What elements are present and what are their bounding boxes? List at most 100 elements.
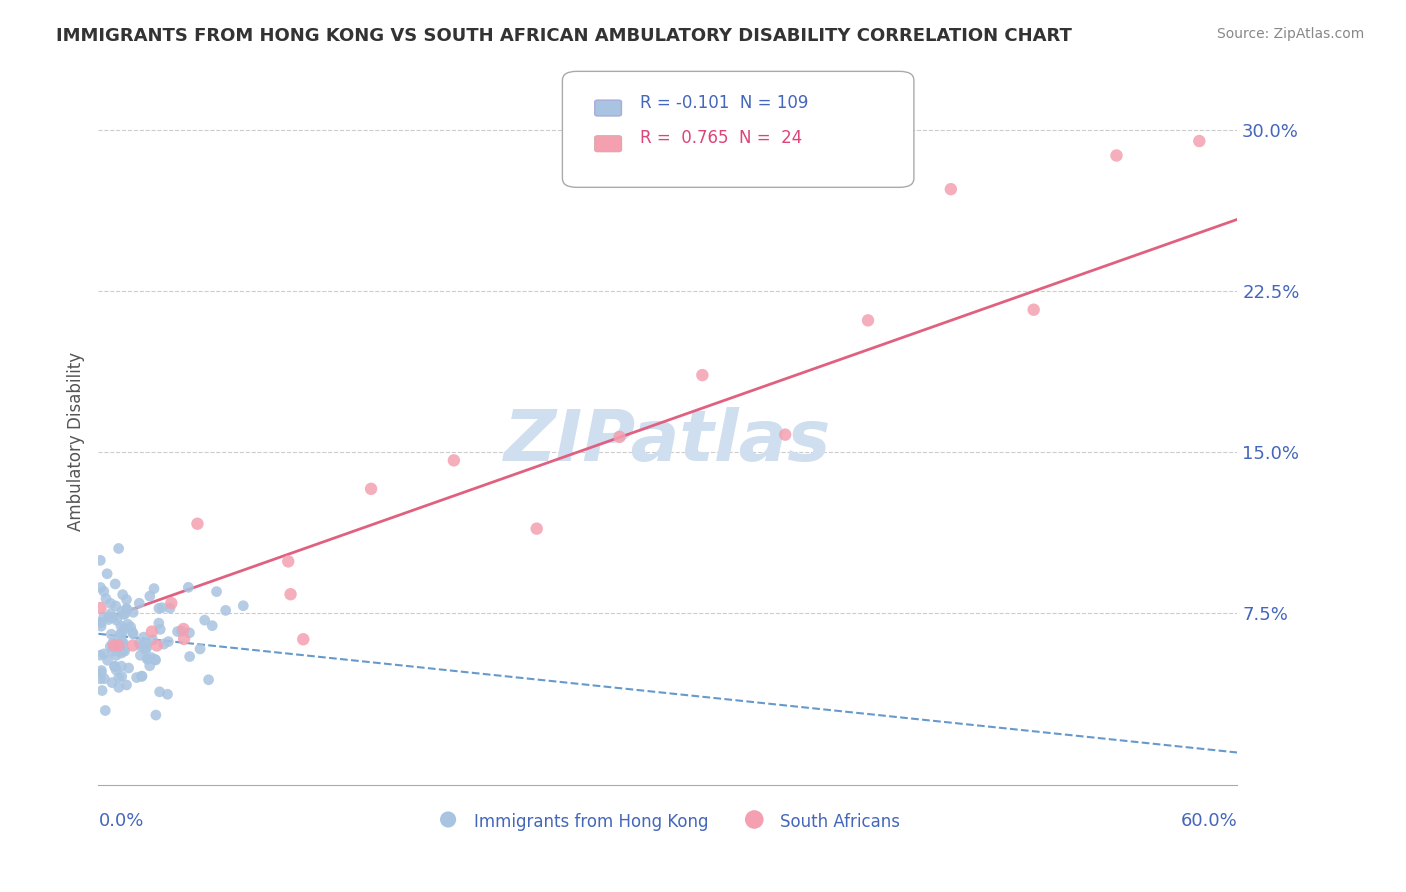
Point bbox=[96, 653, 118, 667]
Point bbox=[152, 637, 174, 651]
Point bbox=[150, 600, 173, 615]
Point bbox=[1105, 148, 1128, 162]
Point bbox=[90, 615, 112, 630]
Text: 60.0%: 60.0% bbox=[1181, 813, 1237, 830]
Point bbox=[179, 649, 201, 664]
Point bbox=[107, 681, 129, 695]
Point bbox=[93, 672, 115, 686]
Point bbox=[146, 639, 169, 653]
Point bbox=[93, 647, 115, 661]
Point bbox=[108, 643, 131, 657]
Point bbox=[232, 599, 254, 613]
Point bbox=[360, 482, 382, 496]
Point bbox=[128, 596, 150, 610]
Point bbox=[100, 597, 122, 611]
Point bbox=[111, 669, 134, 683]
Point bbox=[173, 632, 195, 646]
Text: IMMIGRANTS FROM HONG KONG VS SOUTH AFRICAN AMBULATORY DISABILITY CORRELATION CHA: IMMIGRANTS FROM HONG KONG VS SOUTH AFRIC… bbox=[56, 27, 1073, 45]
Text: 0.0%: 0.0% bbox=[98, 813, 143, 830]
Point bbox=[117, 617, 139, 632]
Y-axis label: Ambulatory Disability: Ambulatory Disability bbox=[66, 352, 84, 531]
Legend: Immigrants from Hong Kong, South Africans: Immigrants from Hong Kong, South African… bbox=[429, 805, 907, 838]
Point bbox=[214, 603, 236, 617]
Point bbox=[129, 648, 152, 663]
Point bbox=[131, 669, 153, 683]
Point bbox=[103, 639, 125, 653]
Point bbox=[114, 607, 136, 621]
Point bbox=[112, 636, 135, 650]
Point bbox=[97, 609, 120, 624]
Point bbox=[93, 610, 115, 624]
Point bbox=[194, 613, 217, 627]
Point bbox=[856, 313, 879, 327]
Point bbox=[115, 601, 138, 615]
Point bbox=[526, 522, 548, 536]
Point bbox=[205, 584, 228, 599]
Point bbox=[110, 659, 132, 673]
Point bbox=[93, 584, 115, 599]
Point bbox=[143, 582, 166, 596]
Text: ZIPatlas: ZIPatlas bbox=[505, 407, 831, 476]
Point bbox=[117, 661, 139, 675]
Point bbox=[101, 675, 124, 690]
Point bbox=[110, 646, 132, 660]
Point bbox=[90, 665, 112, 680]
Point bbox=[89, 672, 111, 686]
Point bbox=[96, 566, 118, 581]
Point bbox=[939, 182, 962, 196]
Point bbox=[97, 613, 120, 627]
Point bbox=[292, 632, 315, 647]
Point bbox=[135, 636, 157, 650]
Point bbox=[107, 639, 129, 653]
Point bbox=[101, 610, 124, 624]
Point bbox=[121, 625, 143, 640]
Point bbox=[103, 659, 125, 673]
Point bbox=[443, 453, 465, 467]
Point bbox=[186, 516, 208, 531]
Point bbox=[170, 624, 193, 639]
Point bbox=[90, 664, 112, 678]
Point bbox=[105, 613, 128, 627]
Point bbox=[692, 368, 714, 383]
Point bbox=[112, 622, 135, 636]
Point bbox=[115, 678, 138, 692]
Point bbox=[1022, 302, 1045, 317]
Point bbox=[110, 627, 132, 641]
Point bbox=[132, 630, 155, 644]
Text: R =  0.765  N =  24: R = 0.765 N = 24 bbox=[640, 129, 801, 147]
Point bbox=[101, 644, 124, 658]
Point bbox=[129, 639, 152, 653]
Point bbox=[135, 640, 157, 655]
Point bbox=[134, 642, 156, 657]
Point bbox=[149, 685, 172, 699]
Point bbox=[89, 553, 111, 567]
Point bbox=[105, 663, 128, 677]
Point bbox=[101, 636, 124, 650]
Point bbox=[108, 632, 131, 647]
Point bbox=[131, 669, 153, 683]
Point bbox=[104, 599, 127, 613]
Point bbox=[136, 652, 159, 666]
Point bbox=[104, 659, 127, 673]
Point bbox=[173, 622, 195, 636]
Point bbox=[142, 632, 165, 647]
Point bbox=[112, 607, 135, 622]
Point bbox=[277, 554, 299, 568]
Point bbox=[89, 601, 111, 615]
Point bbox=[122, 605, 145, 619]
Point bbox=[280, 587, 302, 601]
Point bbox=[98, 640, 121, 654]
Point bbox=[115, 592, 138, 607]
Point bbox=[139, 589, 162, 603]
Point bbox=[197, 673, 219, 687]
Point bbox=[90, 619, 112, 633]
Point bbox=[148, 601, 170, 615]
Point bbox=[110, 619, 132, 633]
Point bbox=[141, 624, 163, 639]
Point bbox=[136, 652, 159, 666]
Point bbox=[156, 687, 179, 701]
Point bbox=[773, 427, 796, 442]
Point bbox=[111, 588, 134, 602]
Point bbox=[145, 708, 167, 723]
Point bbox=[111, 625, 134, 640]
